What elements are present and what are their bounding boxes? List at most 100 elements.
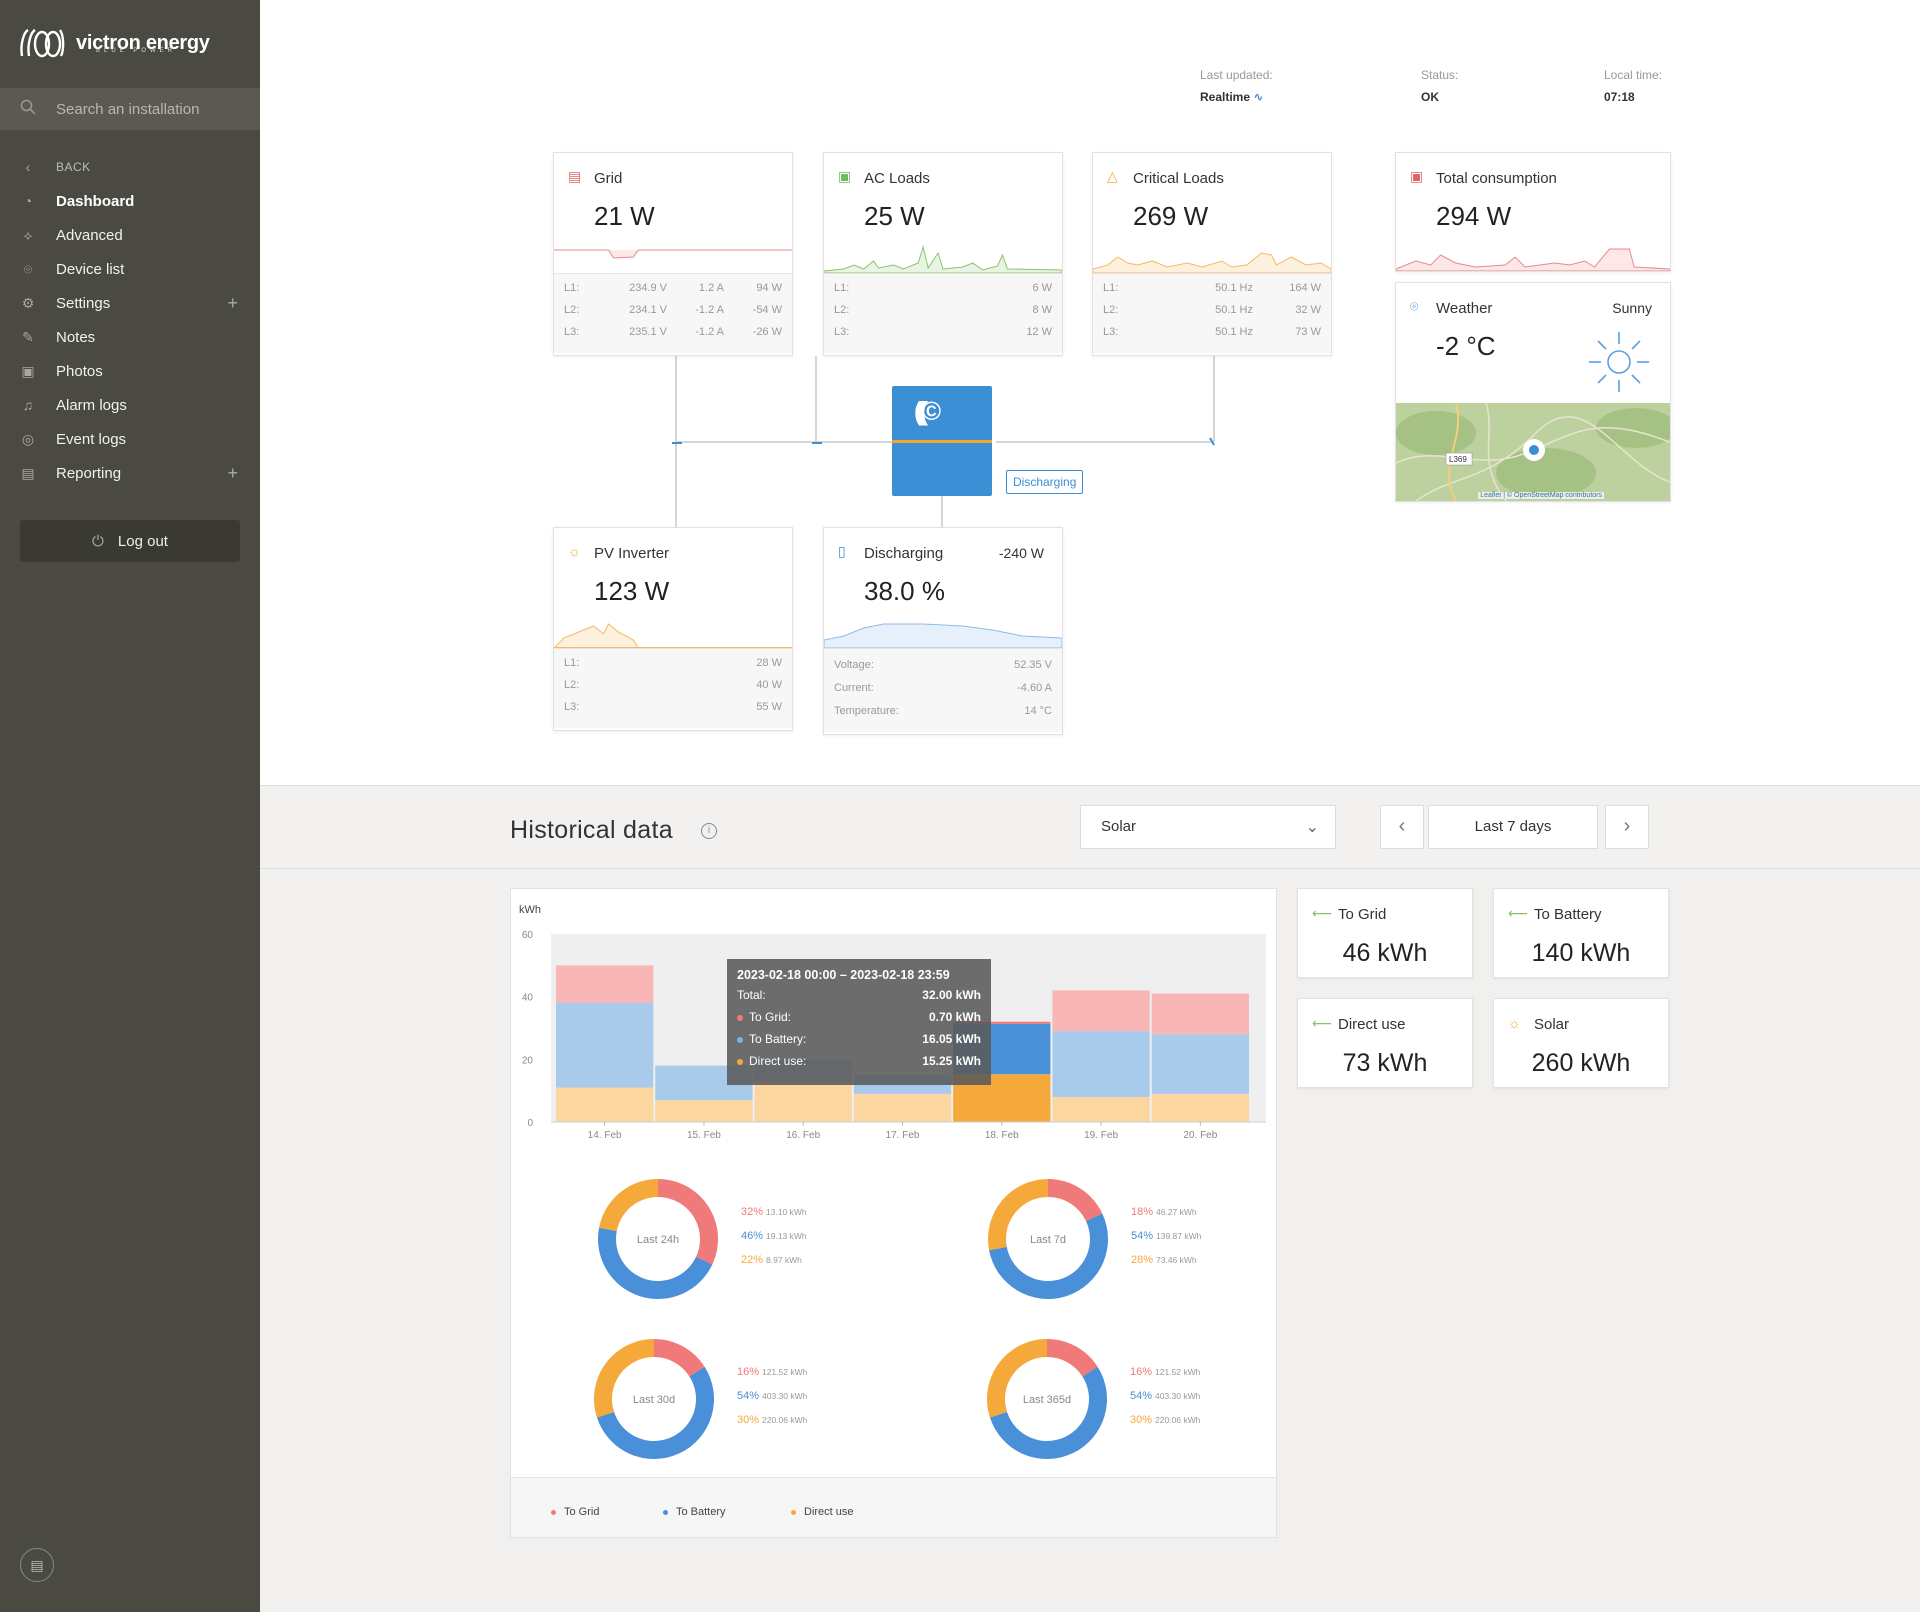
grid-card[interactable]: ▤ Grid 21 W L1: 234.9 V 1.2 A 94 W L2: 234.1… <box>553 152 793 356</box>
sidebar-item-label: Reporting <box>56 464 122 482</box>
pv-inverter-card[interactable]: ☼ PV Inverter 123 W L1: 28 W L2: 40 W L3: 5… <box>553 527 793 731</box>
historical-chart[interactable]: kWh 0 20 40 60 14. Feb 15. Feb 16. Feb 17. Feb 18… <box>511 889 1278 1469</box>
card-value: 269 W <box>1133 201 1209 231</box>
donut-slice-percent: 32% <box>741 1206 763 1218</box>
outlet-icon: ▣ <box>838 168 852 184</box>
sidebar-menu-icon[interactable]: ▤ <box>20 1548 54 1582</box>
expand-plus-icon[interactable]: + <box>227 462 238 483</box>
stat-solar[interactable]: ☼ Solar 260 kWh <box>1493 998 1669 1088</box>
local-time: Local time: 07:18 <box>1604 68 1662 104</box>
victron-logo[interactable]: victron energy BLUE POWER <box>18 26 210 60</box>
stat-direct-use[interactable]: ⟵ Direct use 73 kWh <box>1297 998 1473 1088</box>
sidebar-item-label: Photos <box>56 362 103 380</box>
logout-button[interactable]: ⏻ Log out <box>20 520 240 562</box>
local-time-value: 07:18 <box>1604 90 1635 104</box>
gear-icon: ⚙ <box>21 294 35 311</box>
map-tiles: L369 <box>1396 403 1670 501</box>
victron-swirl-icon: (((© <box>914 396 941 426</box>
legend-item-to-battery[interactable]: To Battery <box>663 1506 726 1518</box>
donut-slice-kwh: 8.97 kWh <box>766 1255 802 1265</box>
dashboard-main: Last updated: Realtime ∿ Status: OK Loca… <box>260 0 1920 785</box>
donut-slice-percent: 16% <box>1130 1366 1152 1378</box>
location-map[interactable]: L369 Leaflet | © OpenStreetMap contribut… <box>1396 403 1670 501</box>
total-consumption-sparkline <box>1396 248 1670 271</box>
search-icon <box>0 99 56 119</box>
bar-segment <box>1052 1031 1150 1097</box>
donut-slice <box>596 1366 714 1459</box>
sidebar-item-device-list[interactable]: ⌾ Device list <box>0 252 260 286</box>
total-consumption-card[interactable]: ▣ Total consumption 294 W <box>1395 152 1671 272</box>
sidebar-item-alarm-logs[interactable]: ♫ Alarm logs <box>0 388 260 422</box>
donut-slice <box>987 1339 1047 1418</box>
donut-slice <box>988 1179 1048 1251</box>
chevron-down-icon: ⌄ <box>1305 819 1319 836</box>
sidebar-item-settings[interactable]: ⚙ Settings + <box>0 286 260 320</box>
advanced-icon: ⟡ <box>23 226 33 243</box>
battery-soc: 38.0 % <box>864 576 945 606</box>
tooltip-row: To Grid: 0.70 kWh <box>737 1010 981 1032</box>
bell-icon: ♫ <box>22 397 34 413</box>
card-title: PV Inverter <box>594 545 670 562</box>
bar-segment <box>953 1021 1051 1024</box>
inverter-device[interactable]: (((© <box>892 386 992 496</box>
brand-tagline: BLUE POWER <box>96 48 177 54</box>
donut-center-label: Last 30d <box>633 1394 675 1406</box>
map-attribution[interactable]: Leaflet | © OpenStreetMap contributors <box>1478 492 1604 499</box>
next-range-button[interactable]: › <box>1605 805 1649 849</box>
search-input[interactable] <box>56 100 236 118</box>
donut-slice-percent: 54% <box>1131 1230 1153 1242</box>
critical-loads-phase-table: L1: 50.1 Hz 164 W L2: 50.1 Hz 32 W L3: 50.1 H… <box>1093 273 1331 353</box>
pv-phase-table: L1: 28 W L2: 40 W L3: 55 W <box>554 648 792 728</box>
critical-loads-card[interactable]: △ Critical Loads 269 W L1: 50.1 Hz 164 W L… <box>1092 152 1332 356</box>
chart-tooltip: 2023-02-18 00:00 – 2023-02-18 23:59 Tota… <box>727 959 991 1085</box>
inverter-status-tag: Discharging <box>1006 470 1084 494</box>
donut-slice-kwh: 121.52 kWh <box>762 1367 808 1377</box>
stat-to-battery[interactable]: ⟵ To Battery 140 kWh <box>1493 888 1669 978</box>
sidebar-item-event-logs[interactable]: ◎ Event logs <box>0 422 260 456</box>
select-value: Solar <box>1101 818 1137 835</box>
sidebar-item-advanced[interactable]: ⟡ Advanced <box>0 218 260 252</box>
chevron-left-icon: ‹ <box>1398 815 1406 837</box>
ac-loads-sparkline <box>824 245 1062 273</box>
tooltip-header: 2023-02-18 00:00 – 2023-02-18 23:59 <box>737 968 950 982</box>
y-tick-label: 40 <box>522 993 534 1004</box>
realtime-wave-icon: ∿ <box>1253 90 1264 104</box>
historical-header: Historical data i Solar ⌄ ‹ Last 7 days … <box>260 785 1920 869</box>
donut-slice-kwh: 403.30 kWh <box>1155 1391 1201 1401</box>
previous-range-button[interactable]: ‹ <box>1380 805 1424 849</box>
sidebar-item-label: Device list <box>56 260 125 278</box>
sidebar-item-dashboard[interactable]: ◔ Dashboard <box>0 184 260 218</box>
sidebar-item-notes[interactable]: ✎ Notes <box>0 320 260 354</box>
weather-card[interactable]: ⌾ Weather Sunny -2 °C L369 <box>1395 282 1671 502</box>
brand-name: victron energy <box>76 31 210 54</box>
local-time-label: Local time: <box>1604 68 1663 82</box>
card-value: 25 W <box>864 201 925 231</box>
legend-item-to-grid[interactable]: To Grid <box>551 1506 599 1518</box>
donut-slice-kwh: 73.46 kWh <box>1156 1255 1197 1265</box>
stat-label: To Battery <box>1534 906 1602 923</box>
back-link[interactable]: ‹ BACK <box>0 150 260 184</box>
donut-slice-percent: 46% <box>741 1230 763 1242</box>
donut-center-label: Last 365d <box>1023 1394 1071 1406</box>
card-title: Discharging <box>864 545 944 562</box>
sidebar-item-photos[interactable]: ▣ Photos <box>0 354 260 388</box>
stat-value: 260 kWh <box>1531 1049 1631 1077</box>
donut-slice <box>989 1213 1108 1300</box>
info-icon[interactable]: i <box>701 823 717 839</box>
donut-slice-percent: 28% <box>1131 1254 1153 1266</box>
sidebar-item-label: Settings <box>56 294 111 312</box>
data-source-select[interactable]: Solar ⌄ <box>1080 805 1336 849</box>
location-pin-icon: ⌾ <box>1410 298 1419 314</box>
legend-item-direct-use[interactable]: Direct use <box>791 1506 854 1518</box>
dashboard-icon: ◔ <box>23 193 33 209</box>
expand-plus-icon[interactable]: + <box>227 292 238 313</box>
ac-loads-card[interactable]: ▣ AC Loads 25 W L1: 6 W L2: 8 W L3: 12 W <box>823 152 1063 356</box>
range-button[interactable]: Last 7 days <box>1428 805 1598 849</box>
sidebar-item-reporting[interactable]: ▤ Reporting + <box>0 456 260 490</box>
stat-to-grid[interactable]: ⟵ To Grid 46 kWh <box>1297 888 1473 978</box>
sun-icon <box>1589 332 1649 392</box>
battery-card[interactable]: ▯ Discharging -240 W 38.0 % Voltage: 52.3… <box>823 527 1063 735</box>
card-value: 294 W <box>1436 201 1512 231</box>
stat-label: To Grid <box>1338 906 1387 923</box>
status-label: Status: <box>1421 68 1459 82</box>
